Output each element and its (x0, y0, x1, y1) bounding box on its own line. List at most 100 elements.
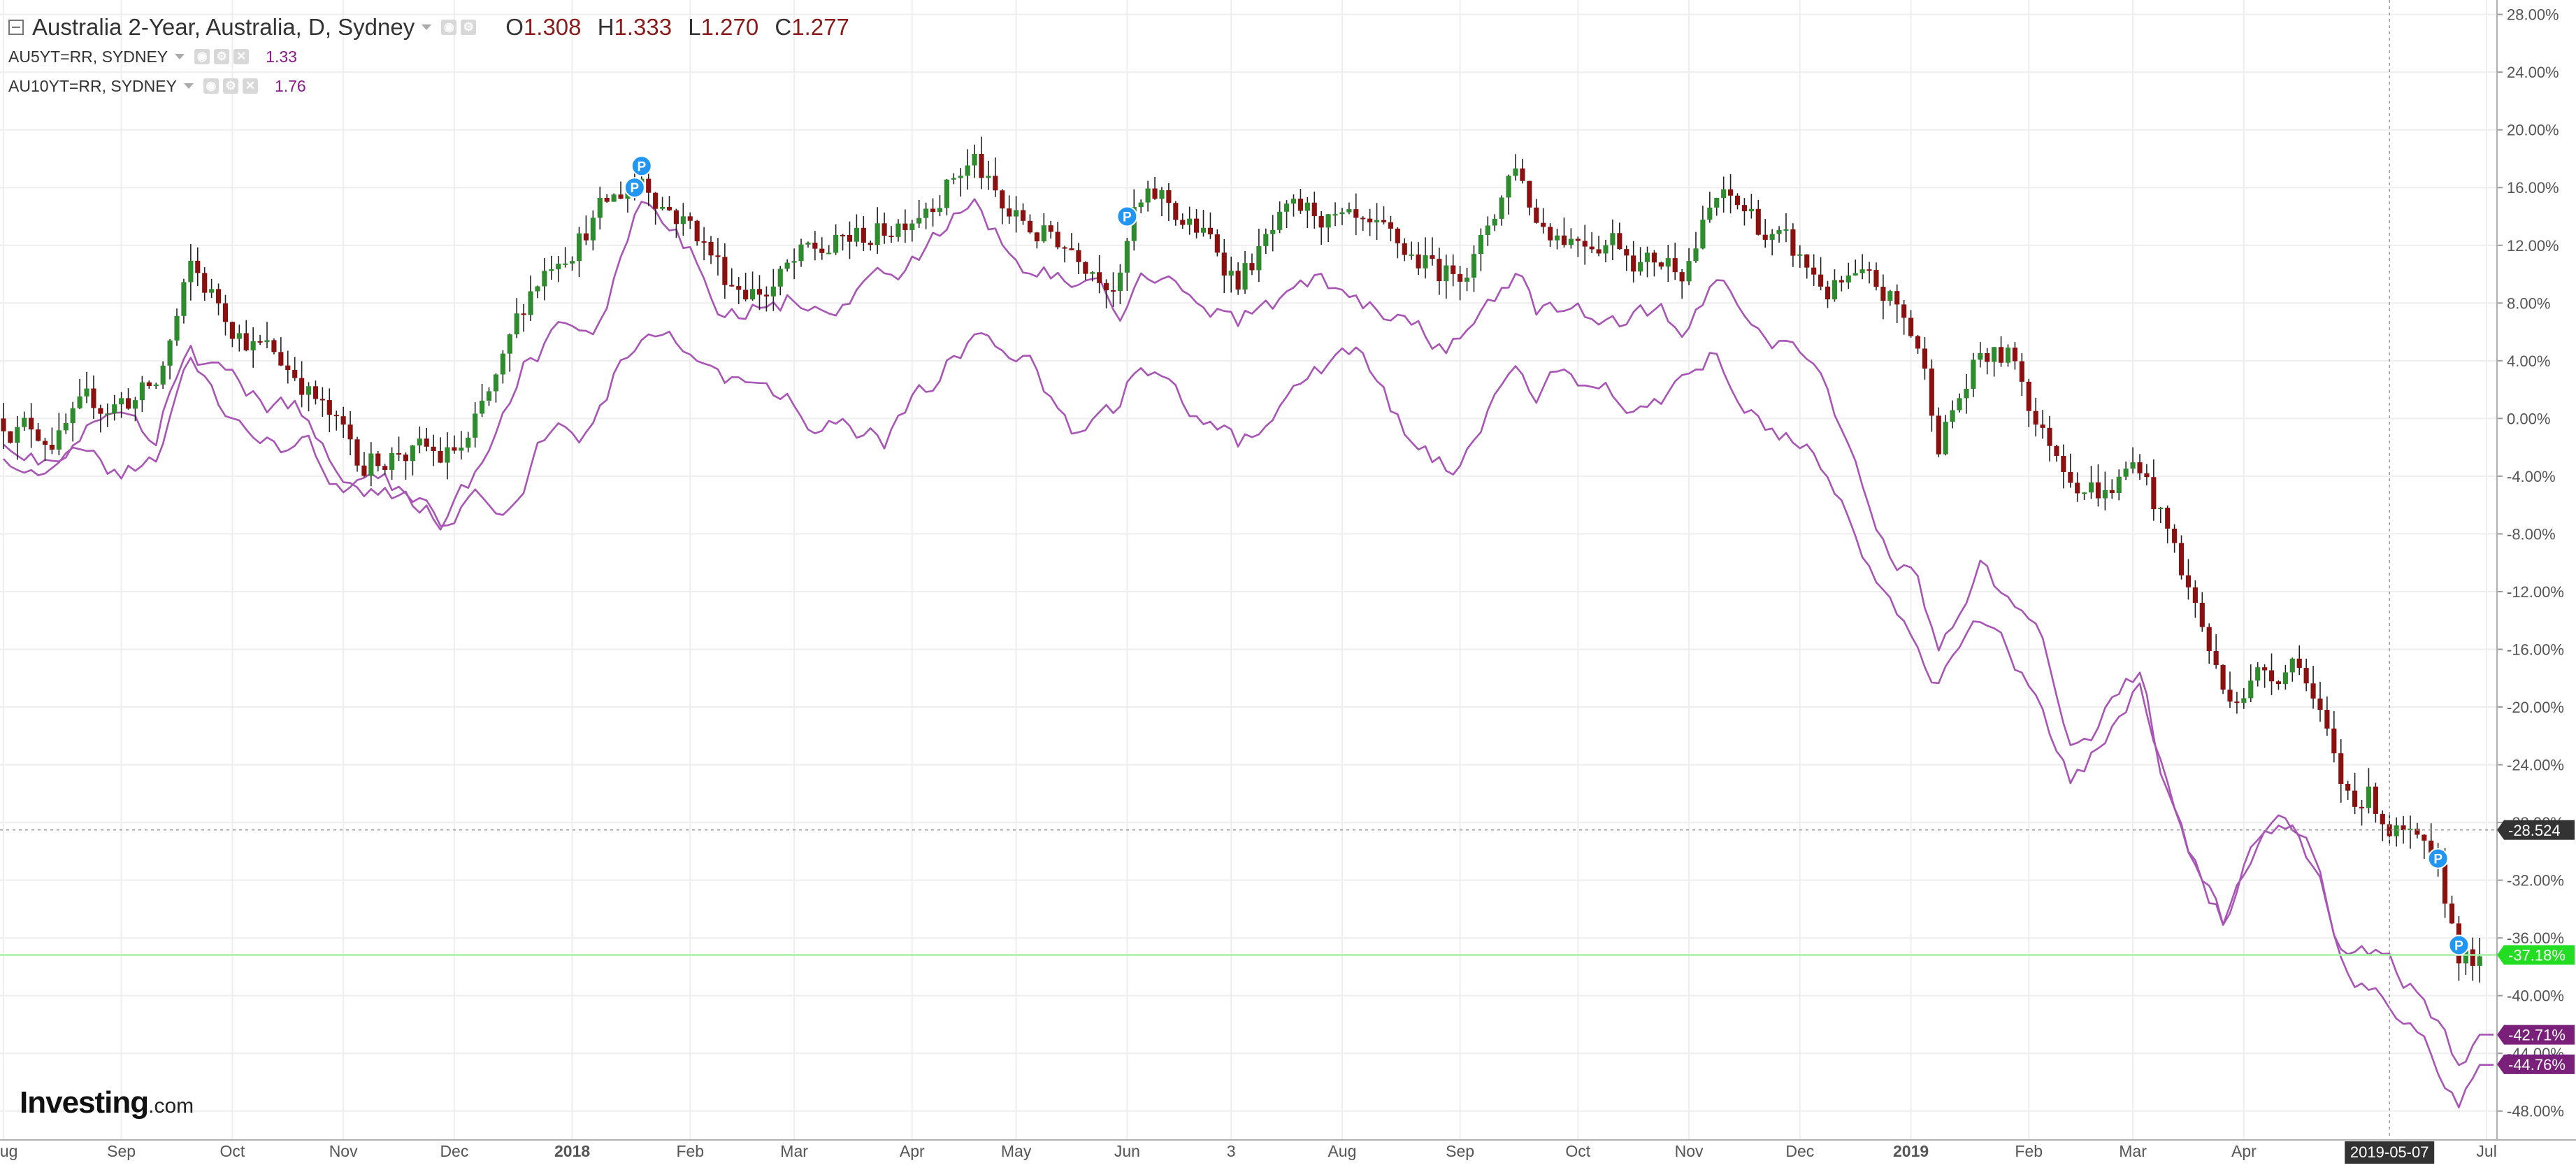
candle-body (1638, 262, 1643, 272)
candle-body (1145, 188, 1151, 203)
candle-body (1221, 252, 1227, 276)
candle-body (1055, 231, 1060, 248)
candle-body (514, 313, 519, 335)
candle-body (473, 413, 478, 438)
candle-body (1367, 218, 1373, 222)
candle-body (452, 447, 457, 451)
candle-body (549, 269, 554, 271)
candle-body (139, 382, 145, 401)
candle-body (784, 262, 790, 269)
event-marker[interactable]: P (2427, 848, 2449, 869)
marker-circle (2448, 934, 2470, 956)
x-tick-label: Apr (2231, 1142, 2257, 1160)
candle-body (1423, 255, 1428, 269)
marker-circle (1116, 206, 1138, 227)
candle-body (2310, 683, 2316, 699)
candle-body (736, 286, 742, 290)
series-legend-row: AU5YT=RR, SYDNEY ◉ ⚙ ✕ 1.33 (8, 42, 849, 71)
collapse-icon[interactable] (8, 20, 24, 35)
candle-body (312, 386, 319, 399)
candle-body (1277, 211, 1283, 230)
gear-icon[interactable]: ⚙ (214, 49, 230, 64)
candle-body (1880, 287, 1886, 301)
candle-body (299, 378, 305, 395)
candle-body (1152, 188, 1158, 199)
candle-body (1554, 235, 1560, 241)
main-symbol-title[interactable]: Australia 2-Year, Australia, D, Sydney (32, 14, 415, 40)
candle-body (1693, 248, 1699, 262)
candle-body (625, 192, 631, 199)
candle-body (493, 374, 499, 392)
candle-body (680, 216, 686, 224)
candle-body (1304, 202, 1310, 211)
candle-body (777, 269, 783, 287)
candle-body (195, 260, 201, 273)
candle-body (819, 248, 825, 253)
candle-body (1090, 272, 1095, 274)
chevron-down-icon[interactable] (422, 24, 432, 30)
candle-body (1048, 225, 1053, 232)
candle-body (2061, 455, 2066, 473)
candle-body (1374, 220, 1380, 222)
candle-body (1062, 247, 1067, 249)
visibility-icon[interactable]: ◉ (441, 20, 457, 35)
event-marker[interactable]: P (624, 177, 645, 199)
y-tick-label: 28.00% (2507, 6, 2559, 24)
candle-body (1957, 398, 1962, 411)
x-tick-label: Apr (900, 1142, 925, 1160)
candle-body (979, 153, 984, 178)
candle-body (1034, 232, 1039, 242)
candle-body (188, 260, 194, 283)
candle-body (1561, 235, 1567, 245)
candle-body (271, 340, 277, 352)
candle-body (2206, 627, 2212, 651)
chevron-down-icon[interactable] (183, 83, 194, 89)
series-symbol[interactable]: AU10YT=RR, SYDNEY (8, 76, 177, 95)
candle-body (1631, 255, 1636, 272)
candle-body (202, 273, 208, 293)
candle-body (480, 400, 485, 414)
candle-body (2289, 658, 2295, 673)
candle-body (2345, 783, 2351, 791)
candle-body (798, 244, 804, 262)
candle-body (98, 408, 103, 414)
price-tag: -42.71% (2497, 1025, 2575, 1045)
candle-body (2165, 507, 2171, 529)
x-tick-label: Mar (2119, 1142, 2147, 1160)
date-tag-label: 2019-05-07 (2350, 1143, 2429, 1161)
candle-body (576, 233, 582, 262)
candle-body (382, 466, 388, 470)
gear-icon[interactable]: ⚙ (222, 78, 238, 94)
candle-body (708, 241, 714, 256)
date-tag-bg (2345, 1141, 2435, 1164)
candle-body (1159, 190, 1165, 199)
gear-icon[interactable]: ⚙ (461, 20, 477, 35)
candle-body (1755, 208, 1761, 235)
candle-body (1776, 230, 1782, 234)
candle-body (590, 217, 596, 241)
logo-domain: .com (148, 1094, 194, 1118)
candle-body (1, 418, 6, 431)
event-marker[interactable]: P (1116, 206, 1138, 227)
close-icon[interactable]: ✕ (242, 78, 258, 94)
close-icon[interactable]: ✕ (233, 49, 250, 64)
candle-body (2005, 348, 2011, 363)
chevron-down-icon[interactable] (175, 54, 185, 59)
series-symbol[interactable]: AU5YT=RR, SYDNEY (8, 47, 168, 66)
candle-body (1825, 286, 1831, 300)
candle-body (1194, 218, 1200, 233)
event-marker[interactable]: P (2448, 934, 2470, 956)
candle-body (542, 271, 547, 287)
candle-body (2068, 472, 2073, 483)
visibility-icon[interactable]: ◉ (203, 78, 219, 94)
candle-body (507, 334, 512, 354)
candle-body (125, 398, 131, 409)
price-tag-label: -37.18% (2508, 946, 2566, 964)
candle-body (2415, 828, 2420, 835)
visibility-icon[interactable]: ◉ (194, 49, 210, 64)
x-tick-label: Aug (1327, 1142, 1356, 1160)
event-marker[interactable]: P (631, 155, 652, 177)
